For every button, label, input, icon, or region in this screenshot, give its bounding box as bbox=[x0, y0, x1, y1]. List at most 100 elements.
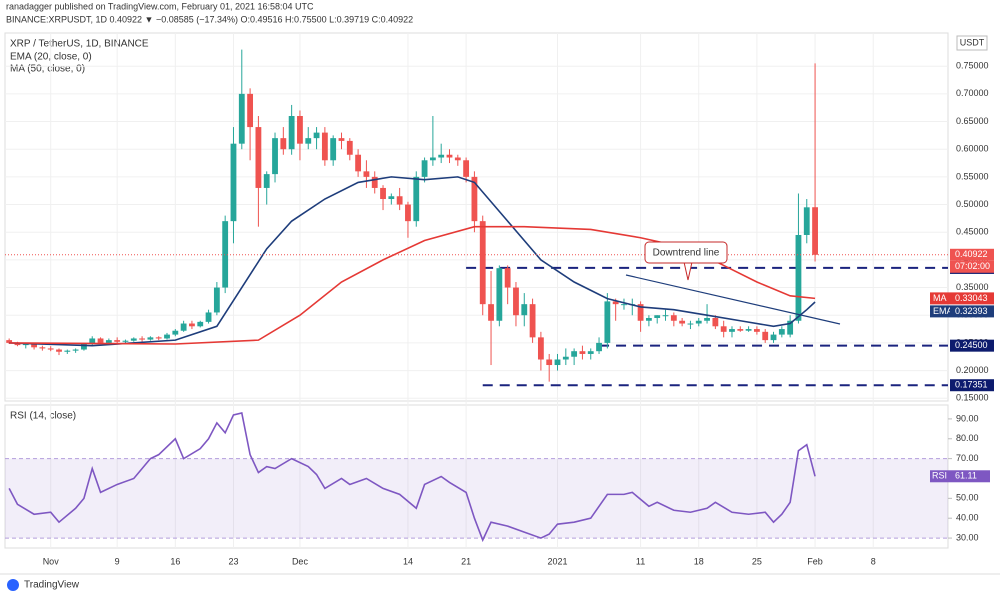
candle-body bbox=[380, 187, 386, 200]
candle-body bbox=[155, 337, 162, 339]
candle-body bbox=[147, 337, 154, 340]
candle-body bbox=[712, 317, 719, 327]
brand: TradingView bbox=[24, 580, 80, 591]
candle-body bbox=[463, 160, 470, 177]
level-label: 0.24500 bbox=[955, 340, 988, 350]
candle-body bbox=[363, 171, 370, 177]
rsi-line bbox=[8, 411, 816, 543]
candle-body bbox=[795, 234, 802, 321]
rsi-tag: RSI bbox=[932, 471, 947, 481]
y-tick-label: 0.55000 bbox=[956, 171, 989, 181]
candle-body bbox=[130, 338, 137, 341]
candle-body bbox=[56, 349, 62, 352]
candle-body bbox=[687, 323, 694, 325]
logo bbox=[7, 579, 19, 591]
rsi-tick-label: 80.00 bbox=[956, 433, 979, 443]
candle-body bbox=[14, 342, 21, 346]
ma-legend: MA (50, close, 0) bbox=[10, 64, 85, 75]
callout-pointer bbox=[683, 261, 693, 281]
callout-box bbox=[644, 241, 728, 264]
y-tick-label: 0.50000 bbox=[956, 199, 989, 209]
candle-body bbox=[313, 132, 320, 139]
candle-body bbox=[297, 116, 303, 144]
candle-body bbox=[346, 140, 353, 155]
candle-body bbox=[654, 315, 661, 318]
x-tick-label: Nov bbox=[43, 556, 60, 566]
candle-body bbox=[197, 321, 204, 327]
candle-body bbox=[587, 351, 594, 354]
candle-body bbox=[338, 138, 345, 141]
price-pane bbox=[4, 32, 949, 402]
candle-body bbox=[396, 196, 403, 205]
y-tick-label: 0.15000 bbox=[956, 393, 989, 403]
candle-body bbox=[429, 157, 436, 161]
candle-body bbox=[255, 127, 262, 188]
rsi-tick-label: 70.00 bbox=[956, 453, 979, 463]
indicator-line bbox=[9, 176, 816, 347]
rsi-tick-label: 50.00 bbox=[956, 493, 979, 503]
candle-body bbox=[230, 143, 237, 222]
candle-body bbox=[388, 196, 395, 200]
candle-body bbox=[438, 154, 445, 158]
candle-body bbox=[105, 340, 112, 343]
x-tick-label: 21 bbox=[461, 556, 471, 566]
candle-body bbox=[621, 304, 627, 306]
candle-body bbox=[596, 342, 602, 352]
x-tick-label: 25 bbox=[752, 556, 762, 566]
candle-body bbox=[778, 329, 785, 335]
series-tag-box bbox=[930, 305, 950, 318]
candle-body bbox=[272, 138, 278, 175]
candle-body bbox=[770, 334, 777, 341]
candle-body bbox=[205, 312, 212, 322]
candle-body bbox=[695, 320, 702, 324]
candle-body bbox=[97, 338, 104, 343]
candle-body bbox=[263, 174, 270, 188]
currency-box bbox=[956, 35, 988, 51]
rsi-tag-box bbox=[930, 470, 950, 483]
y-tick-label: 0.75000 bbox=[956, 61, 989, 71]
candle-body bbox=[812, 207, 818, 255]
candle-body bbox=[89, 338, 96, 345]
candle-body bbox=[745, 329, 752, 331]
series-tag-box bbox=[930, 292, 950, 305]
candle-body bbox=[330, 138, 337, 161]
candle-body bbox=[521, 304, 528, 316]
y-tick-label: 0.60000 bbox=[956, 144, 989, 154]
series-last-box bbox=[950, 305, 994, 318]
currency: USDT bbox=[960, 37, 985, 47]
candle-body bbox=[454, 157, 461, 161]
candle-body bbox=[604, 301, 611, 343]
x-tick-label: 18 bbox=[694, 556, 704, 566]
publisher: ranadagger published on TradingView.com,… bbox=[6, 1, 314, 11]
series-tag: EMA bbox=[933, 306, 953, 316]
candle-body bbox=[39, 347, 46, 349]
candle-body bbox=[81, 344, 87, 350]
x-tick-label: Feb bbox=[807, 556, 823, 566]
y-tick-label: 0.35000 bbox=[956, 282, 989, 292]
series-last: 0.32393 bbox=[955, 306, 988, 316]
candle-body bbox=[645, 317, 652, 321]
candle-body bbox=[164, 334, 170, 339]
candle-body bbox=[488, 304, 494, 321]
candle-body bbox=[321, 132, 328, 161]
rsi-tick-label: 30.00 bbox=[956, 532, 979, 542]
candle-body bbox=[31, 344, 37, 348]
candle-body bbox=[421, 160, 428, 177]
candle-body bbox=[6, 340, 13, 343]
trendline bbox=[625, 274, 841, 325]
y-tick-label: 0.70000 bbox=[956, 88, 989, 98]
annotation: Downtrend line bbox=[653, 248, 720, 259]
candle-body bbox=[47, 348, 54, 350]
y-tick-label: 0.45000 bbox=[956, 227, 989, 237]
rsi-tick-label: 90.00 bbox=[956, 413, 979, 423]
candle-body bbox=[405, 204, 411, 222]
candle-body bbox=[280, 138, 287, 150]
candle-body bbox=[554, 359, 561, 366]
candle-body bbox=[247, 93, 254, 128]
candle-body bbox=[513, 287, 519, 316]
x-tick-label: 8 bbox=[871, 556, 876, 566]
candle-body bbox=[704, 317, 710, 321]
candle-body bbox=[637, 304, 644, 321]
candle-body bbox=[546, 359, 553, 366]
